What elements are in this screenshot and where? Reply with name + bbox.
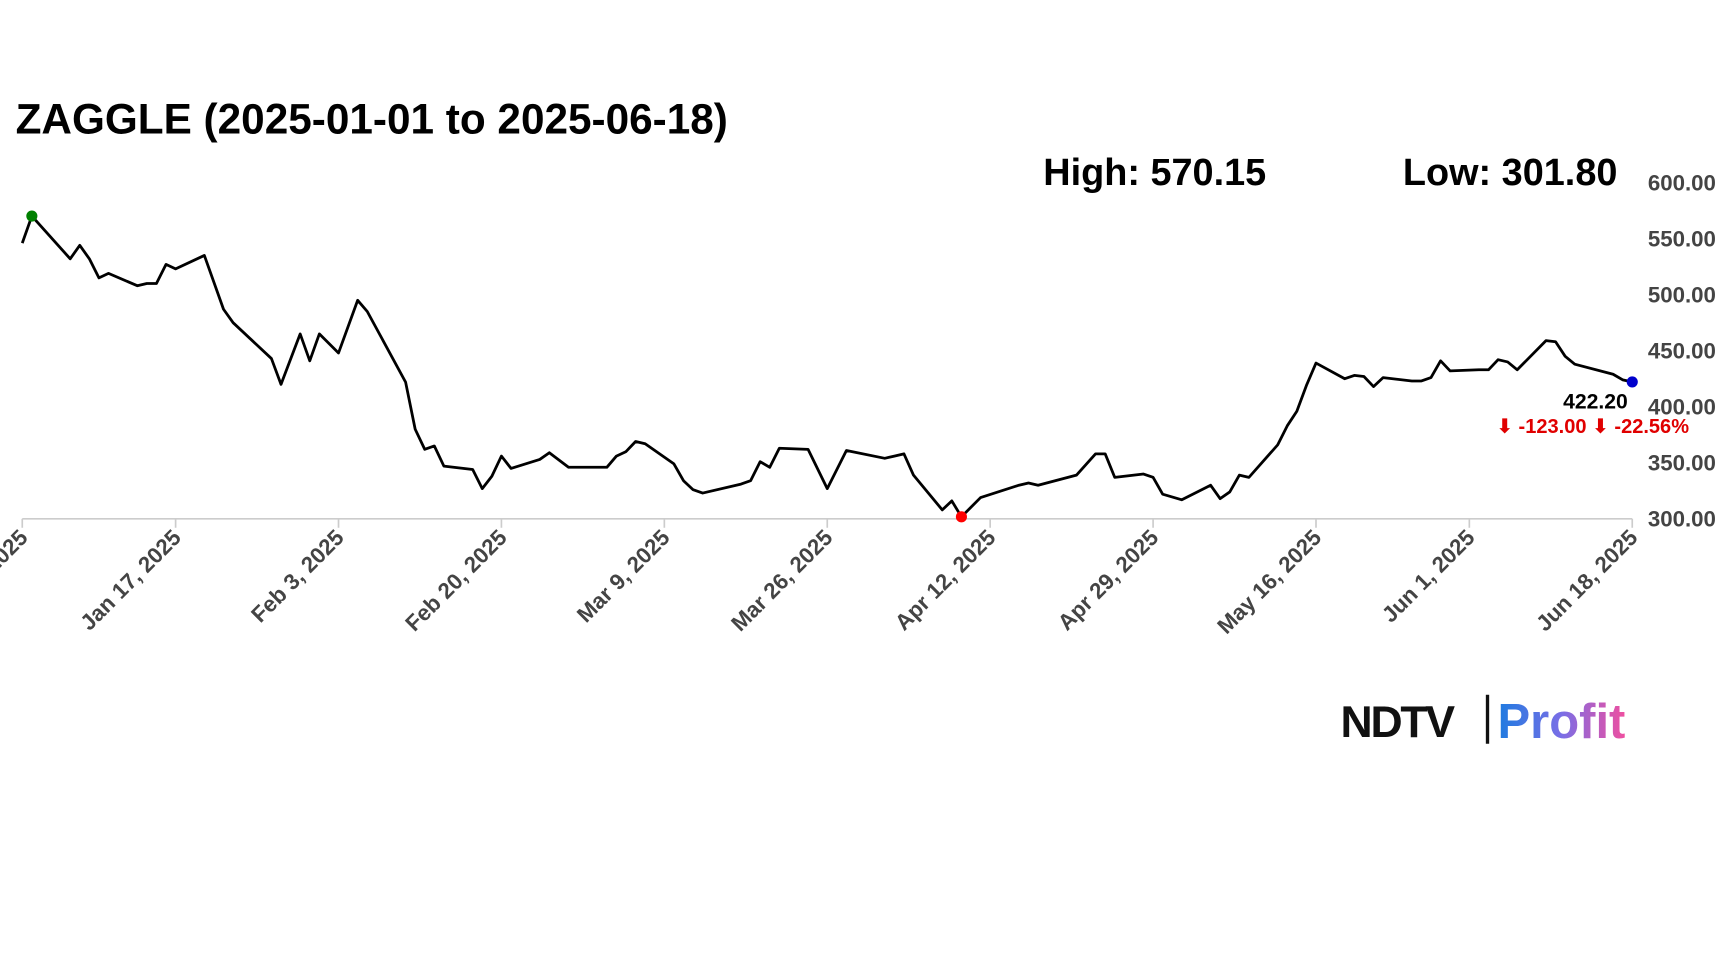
y-tick-label: 500.00 (1648, 282, 1716, 307)
logo-ndtv: NDTV (1341, 698, 1456, 747)
y-tick-label: 350.00 (1648, 451, 1716, 476)
x-tick-label: Mar 9, 2025 (572, 525, 675, 628)
chart-title: ZAGGLE (2025-01-01 to 2025-06-18) (16, 96, 728, 143)
high-marker (26, 210, 38, 222)
last-marker (1626, 376, 1638, 388)
x-tick-label: Apr 29, 2025 (1053, 525, 1163, 635)
x-tick-label: May 16, 2025 (1212, 525, 1326, 639)
y-tick-label: 400.00 (1648, 395, 1716, 420)
x-tick-label: Feb 3, 2025 (246, 525, 349, 628)
y-tick-label: 450.00 (1648, 339, 1716, 364)
high-label: High: 570.15 (1043, 152, 1266, 194)
x-tick-label: Jan 1, 2025 (0, 525, 32, 627)
low-label: Low: 301.80 (1403, 152, 1618, 194)
last-price: 422.20 (1563, 391, 1628, 414)
logo-profit: Profit (1498, 695, 1626, 749)
price-line (20, 214, 1633, 519)
x-tick-label: Feb 20, 2025 (400, 525, 511, 636)
price-change: ⬇ -123.00 ⬇ -22.56% (1496, 416, 1689, 438)
x-tick-label: Jan 17, 2025 (75, 525, 185, 635)
x-tick-label: Jun 18, 2025 (1531, 525, 1642, 636)
y-tick-label: 300.00 (1648, 507, 1716, 532)
x-tick-label: Jun 1, 2025 (1377, 525, 1480, 628)
y-tick-label: 550.00 (1648, 226, 1716, 251)
x-tick-label: Apr 12, 2025 (890, 525, 1000, 635)
low-marker (955, 511, 967, 523)
x-tick-label: Mar 26, 2025 (726, 525, 837, 636)
y-tick-label: 600.00 (1648, 170, 1716, 195)
plot-area: 300.00 350.00 400.00 450.00 500.00 550.00 600.… (0, 170, 1716, 638)
